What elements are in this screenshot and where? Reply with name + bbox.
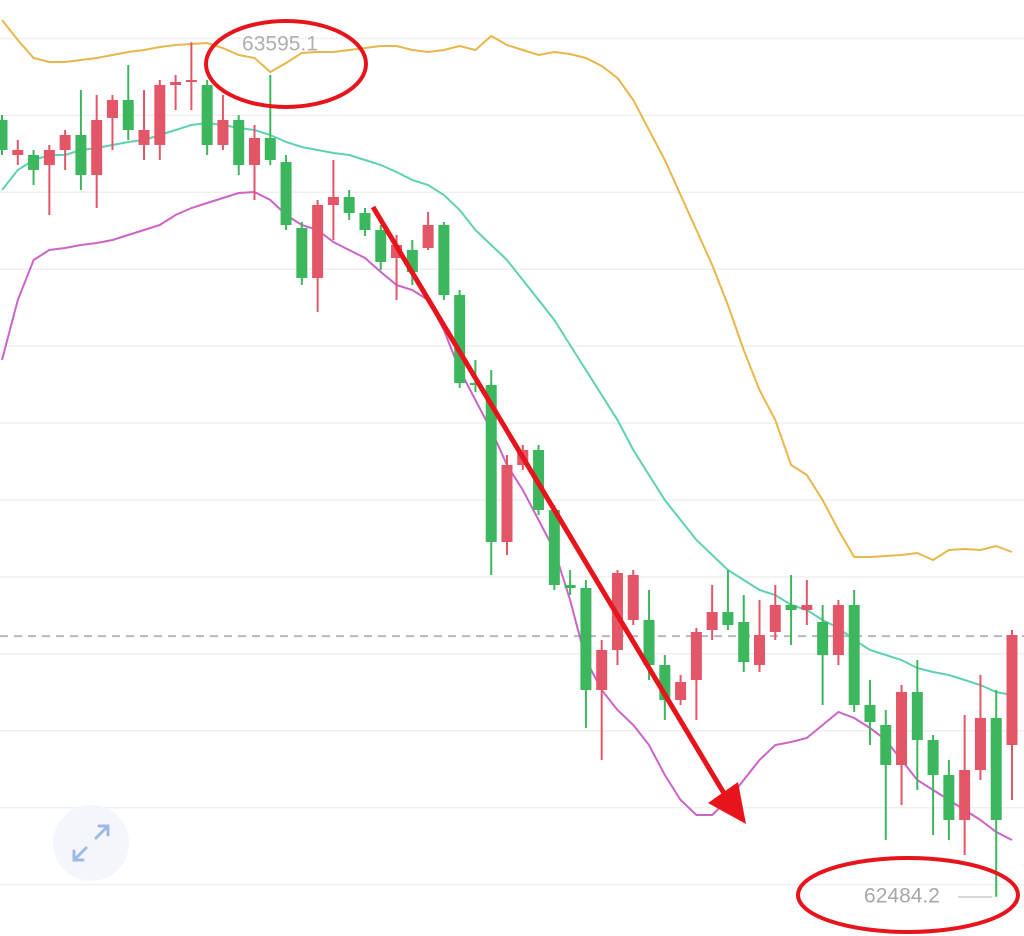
candle-body xyxy=(769,605,781,632)
candle-body xyxy=(785,605,797,610)
candle-body xyxy=(801,605,813,610)
low-label: 62484.2 xyxy=(864,885,940,908)
candle-body xyxy=(59,135,71,150)
candle-body xyxy=(327,197,339,205)
high-label: 63595.1 xyxy=(242,33,318,56)
candle-body xyxy=(580,588,592,690)
candle-body xyxy=(12,150,24,155)
candle-body xyxy=(201,85,213,145)
candle-body xyxy=(106,100,118,118)
candle-body xyxy=(627,575,639,620)
trend-arrowhead xyxy=(708,782,746,824)
expand-button-bg[interactable] xyxy=(53,805,129,881)
candle-body xyxy=(28,155,40,170)
candle-body xyxy=(469,383,481,385)
candle-body xyxy=(91,120,103,175)
candle-body xyxy=(43,150,55,165)
candle-body xyxy=(864,705,876,722)
candle-body xyxy=(170,82,182,85)
candle-body xyxy=(359,213,371,230)
candle-body xyxy=(233,120,245,165)
candle-body xyxy=(122,100,134,130)
candle-body xyxy=(959,770,971,820)
candle-body xyxy=(280,162,292,225)
candle-body xyxy=(0,120,8,150)
candle-body xyxy=(706,612,718,630)
candle-body xyxy=(659,665,671,700)
candle-body xyxy=(927,740,939,775)
highlight-circle xyxy=(796,856,1020,934)
candle-body xyxy=(817,622,829,655)
candle-body xyxy=(974,718,986,770)
plot-area xyxy=(0,19,1024,897)
band-line xyxy=(1,19,1013,562)
candle-body xyxy=(754,635,765,665)
candle-body xyxy=(943,775,955,820)
candle-body xyxy=(990,718,1002,820)
candle-body xyxy=(832,605,844,655)
candle-body xyxy=(675,682,687,700)
candle-body xyxy=(343,197,355,213)
candle-body xyxy=(312,205,324,278)
candle-body xyxy=(185,80,197,82)
candle-body xyxy=(154,85,166,145)
candle-body xyxy=(375,230,387,262)
candle-body xyxy=(848,605,860,705)
candle-body xyxy=(880,725,892,765)
candle-body xyxy=(596,650,608,690)
candle-body xyxy=(406,250,418,272)
candle-body xyxy=(485,385,497,542)
highlight-circle xyxy=(204,19,368,109)
candle-body xyxy=(264,138,276,160)
candle-body xyxy=(217,120,229,145)
candle-body xyxy=(296,228,308,278)
candle-body xyxy=(911,692,923,740)
candle-body xyxy=(738,622,750,662)
candle-body xyxy=(548,510,560,585)
candle-body xyxy=(501,465,513,542)
candle-body xyxy=(391,245,403,258)
band-line xyxy=(1,121,1013,696)
candle-body xyxy=(722,612,734,625)
candle-body xyxy=(422,225,434,248)
candle-body xyxy=(454,295,466,383)
expand-button[interactable] xyxy=(53,805,129,881)
candle-body xyxy=(438,225,450,295)
candle-body xyxy=(643,620,655,665)
candle-body xyxy=(564,585,576,588)
expand-icon[interactable] xyxy=(72,824,110,862)
candle-body xyxy=(690,632,702,680)
candle-body xyxy=(75,135,87,175)
candle-body xyxy=(249,138,260,165)
candle-body xyxy=(1006,635,1018,745)
trend-arrow xyxy=(370,205,731,802)
candle-body xyxy=(896,692,908,765)
candle-body xyxy=(138,130,150,145)
